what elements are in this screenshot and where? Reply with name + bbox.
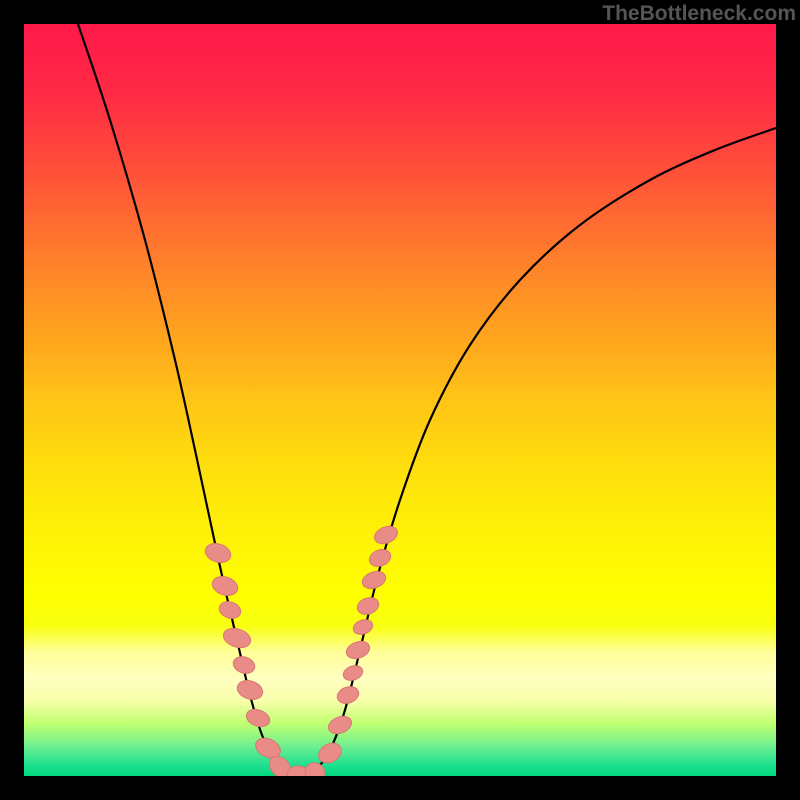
chart-container: TheBottleneck.com <box>0 0 800 800</box>
bottleneck-chart-svg <box>0 0 800 800</box>
plot-area <box>24 24 776 776</box>
watermark-text: TheBottleneck.com <box>602 2 796 26</box>
